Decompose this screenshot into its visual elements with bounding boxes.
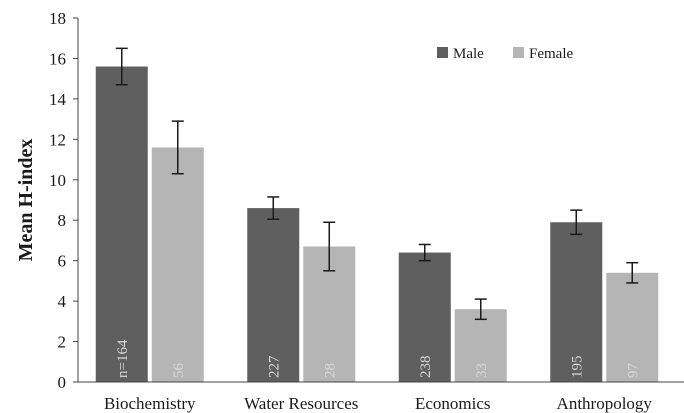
bar-male — [247, 208, 300, 382]
y-tick-label: 4 — [58, 292, 67, 311]
sample-size-label: 238 — [418, 356, 434, 379]
y-tick-label: 16 — [49, 49, 66, 68]
sample-size-label: 195 — [569, 356, 585, 379]
sample-size-label: 28 — [322, 363, 338, 378]
sample-size-label: n=164 — [115, 339, 131, 378]
y-tick-label: 14 — [49, 90, 67, 109]
sample-size-label: 56 — [171, 363, 187, 379]
x-category-label: Water Resources — [244, 394, 358, 413]
y-axis-title: Mean H-index — [15, 139, 37, 262]
legend-swatch-male — [437, 47, 448, 58]
x-category-label: Anthropology — [557, 394, 653, 413]
y-axis: 0 2 4 6 8 10 12 14 16 18 — [49, 9, 79, 392]
bar-female — [606, 272, 659, 382]
y-tick-label: 0 — [58, 373, 67, 392]
sample-size-label: 33 — [474, 363, 490, 378]
bar-male — [95, 66, 148, 383]
legend-label-male: Male — [453, 46, 484, 62]
bars: n=164 56 227 28 238 33 195 97 — [95, 47, 659, 383]
y-tick-label: 18 — [49, 9, 66, 28]
bar-female — [454, 309, 507, 382]
bar-female — [151, 147, 204, 382]
x-category-label: Biochemistry — [104, 394, 196, 413]
bar-male — [398, 252, 451, 382]
legend-swatch-female — [513, 47, 524, 58]
sample-size-label: 227 — [266, 355, 282, 378]
bar-male — [550, 222, 603, 382]
y-tick-label: 8 — [58, 211, 67, 230]
sample-size-label: 97 — [625, 363, 641, 379]
y-tick-label: 6 — [58, 252, 67, 271]
y-tick-label: 10 — [49, 171, 66, 190]
y-tick-label: 12 — [49, 130, 66, 149]
legend-label-female: Female — [529, 46, 573, 62]
x-category-label: Economics — [415, 394, 491, 413]
x-axis: Biochemistry Water Resources Economics Anth… — [78, 381, 684, 413]
y-tick-label: 2 — [58, 333, 67, 352]
legend: Male Female — [437, 46, 573, 62]
